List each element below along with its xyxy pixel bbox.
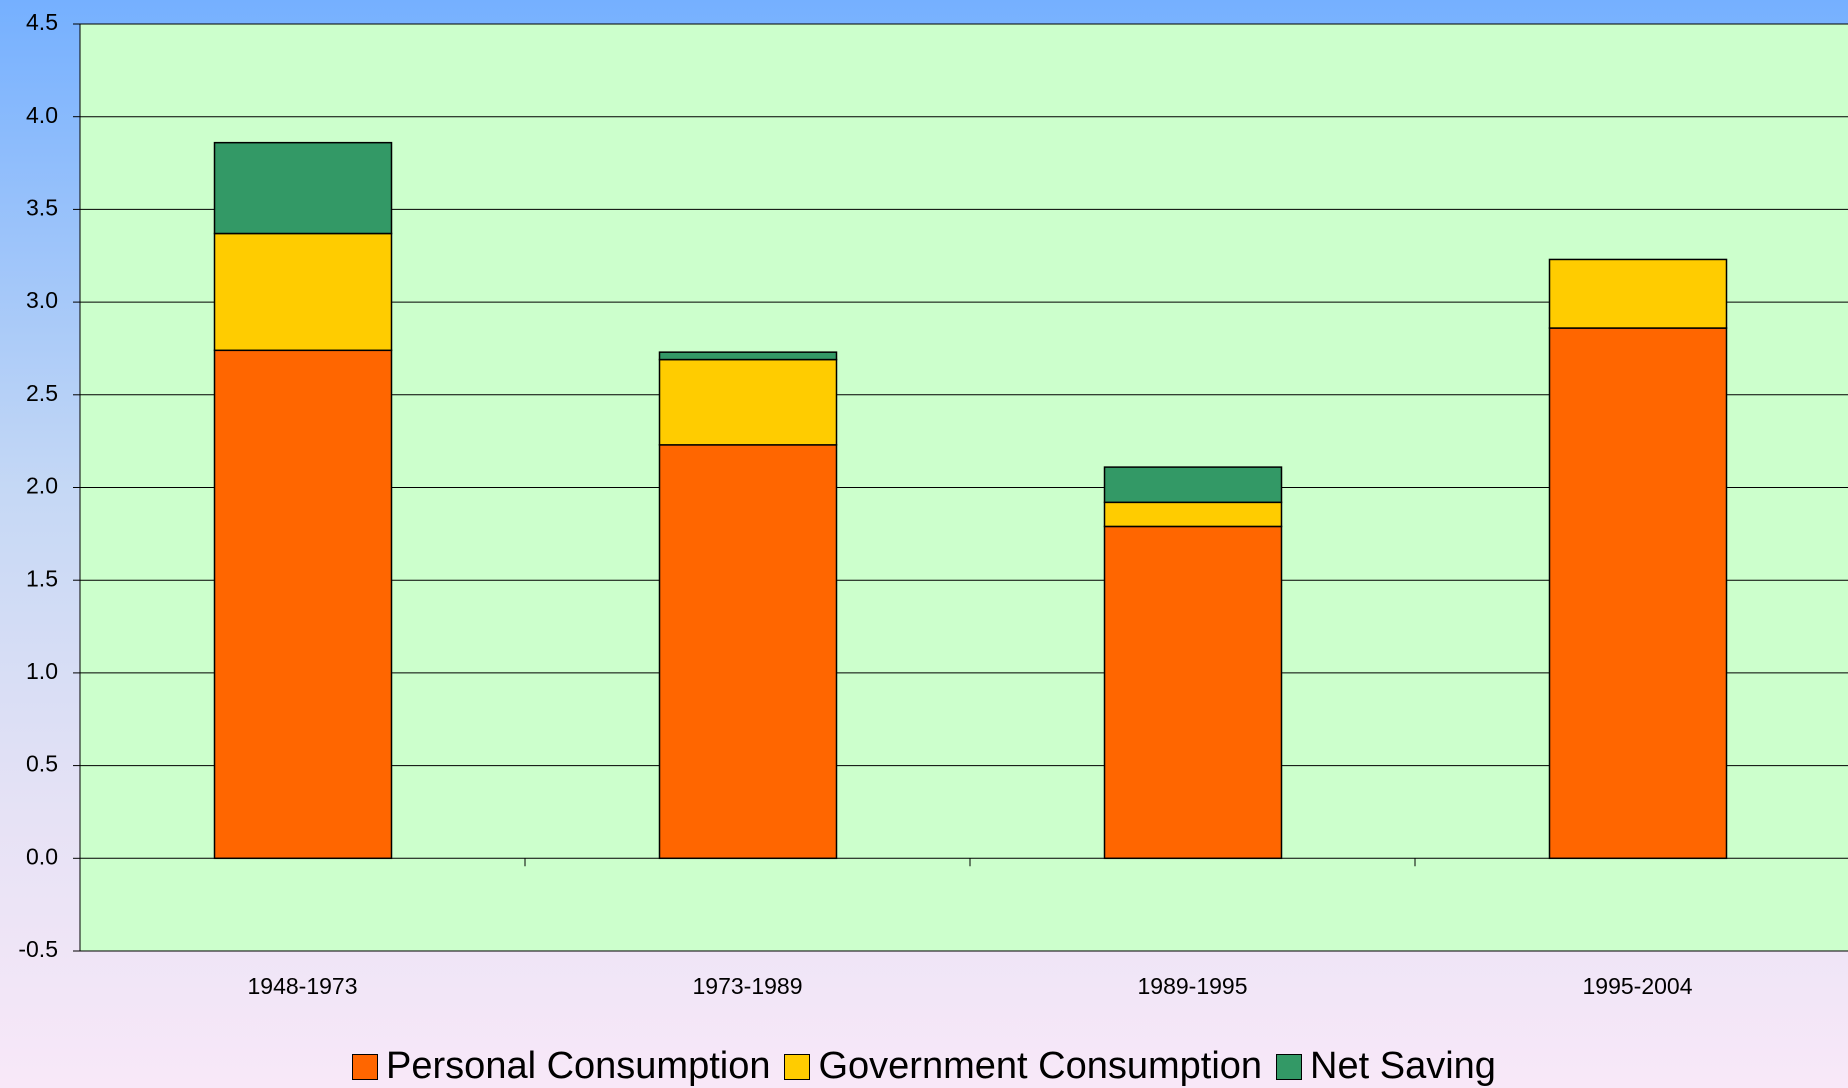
legend-item: Personal Consumption (352, 1045, 770, 1088)
y-tick-label: 1.5 (26, 565, 58, 591)
y-tick-label: 2.5 (26, 380, 58, 406)
y-tick-label: 3.0 (26, 287, 58, 313)
legend-label: Net Saving (1310, 1045, 1496, 1087)
x-tick-label: 1948-1973 (248, 973, 358, 999)
y-tick-label: 4.5 (26, 9, 58, 35)
bar-segment (1548, 258, 1728, 329)
x-tick-label: 1973-1989 (693, 973, 803, 999)
legend-swatch (352, 1053, 379, 1080)
bar-segment (658, 358, 838, 446)
legend-item: Government Consumption (784, 1045, 1262, 1088)
y-tick-label: 2.0 (26, 473, 58, 499)
bar-segment (658, 351, 838, 361)
chart: -0.5 0.0 0.5 1.0 1.5 2.0 2.5 3.0 3.5 4.0 4.5 1948-1… (18, 9, 1848, 999)
legend-label: Personal Consumption (386, 1045, 771, 1087)
legend-swatch (784, 1053, 811, 1080)
bar-segment (213, 232, 393, 352)
y-tick-label: -0.5 (18, 936, 58, 962)
bar-segment (658, 444, 838, 860)
y-tick-label: 0.5 (26, 751, 58, 777)
legend-label: Government Consumption (818, 1045, 1263, 1087)
legend: Personal Consumption Government Consumpti… (0, 1045, 1848, 1088)
bar-segment (1103, 501, 1283, 528)
legend-item: Net Saving (1276, 1045, 1496, 1088)
y-tick-label: 3.5 (26, 194, 58, 220)
x-tick-label: 1989-1995 (1138, 973, 1248, 999)
bar-segment (1103, 466, 1283, 504)
legend-swatch (1276, 1053, 1303, 1080)
bar-segment (1548, 327, 1728, 860)
y-tick-label: 4.0 (26, 102, 58, 128)
y-tick-label: 1.0 (26, 658, 58, 684)
bar-segment (213, 349, 393, 860)
x-tick-label: 1995-2004 (1583, 973, 1693, 999)
y-tick-label: 0.0 (26, 843, 58, 869)
bar-segment (1103, 525, 1283, 860)
bar-segment (213, 141, 393, 235)
